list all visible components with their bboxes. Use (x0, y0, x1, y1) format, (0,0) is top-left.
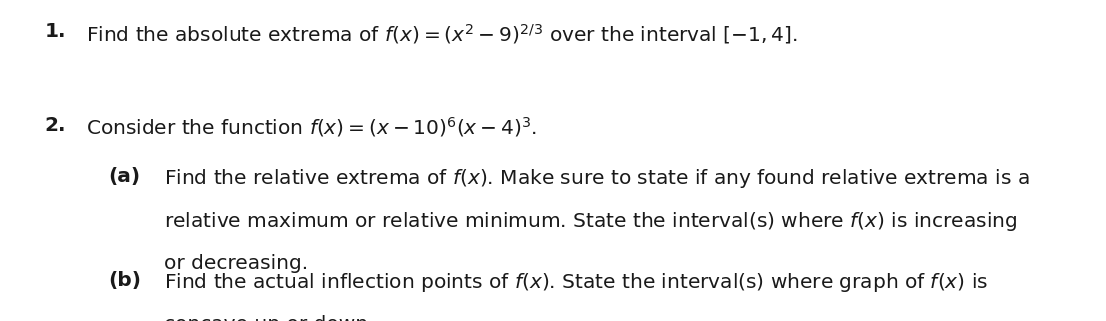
Text: or decreasing.: or decreasing. (164, 254, 307, 273)
Text: Consider the function $f(x) = (x - 10)^6(x - 4)^3$.: Consider the function $f(x) = (x - 10)^6… (86, 116, 538, 139)
Text: Find the actual inflection points of $f(x)$. State the interval(s) where graph o: Find the actual inflection points of $f(… (164, 271, 988, 294)
Text: relative maximum or relative minimum. State the interval(s) where $f(x)$ is incr: relative maximum or relative minimum. St… (164, 210, 1018, 233)
Text: (a): (a) (108, 167, 140, 186)
Text: Find the relative extrema of $f(x)$. Make sure to state if any found relative ex: Find the relative extrema of $f(x)$. Mak… (164, 167, 1030, 190)
Text: Find the absolute extrema of $f(x) = (x^2 - 9)^{2/3}$ over the interval $[-1, 4]: Find the absolute extrema of $f(x) = (x^… (86, 22, 799, 46)
Text: 1.: 1. (44, 22, 65, 41)
Text: 2.: 2. (44, 116, 65, 134)
Text: (b): (b) (108, 271, 142, 290)
Text: concave up or down.: concave up or down. (164, 315, 374, 321)
